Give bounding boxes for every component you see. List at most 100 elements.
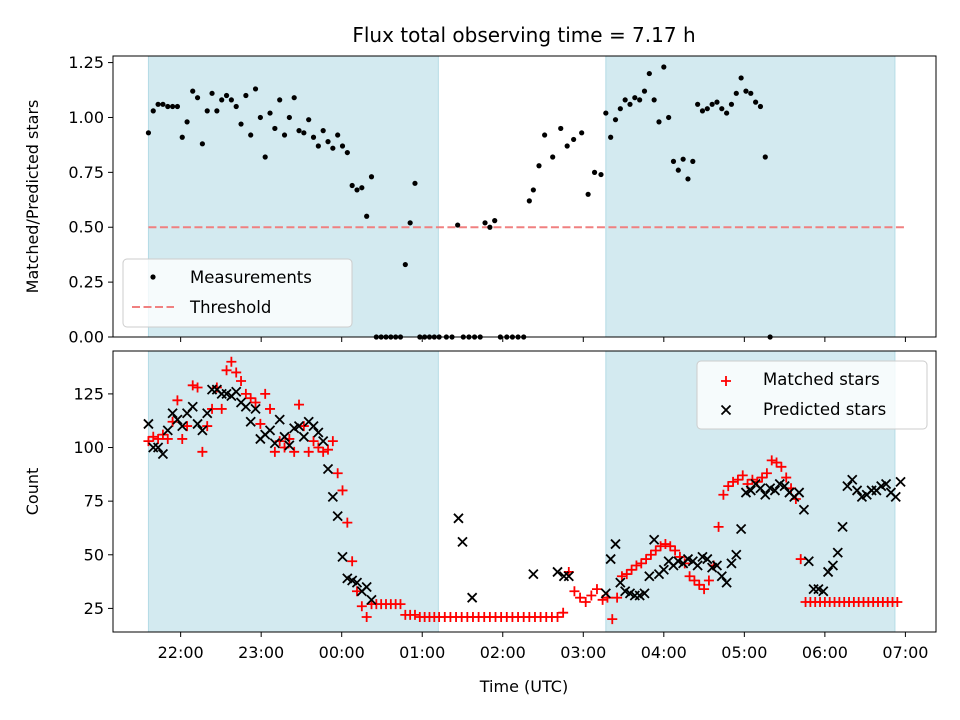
measurement-point: [719, 106, 725, 112]
measurement-point: [675, 167, 681, 173]
matched-star-point: [323, 444, 334, 455]
measurement-point: [368, 174, 375, 180]
x-tick-label: 04:00: [641, 643, 687, 662]
predicted-star-point: [702, 553, 713, 565]
measurement-point: [296, 128, 302, 134]
predicted-star-point: [552, 566, 563, 578]
measurement-point: [641, 88, 648, 94]
measurement-point: [762, 154, 768, 160]
predicted-star-point: [177, 420, 188, 432]
measurement-point: [174, 103, 181, 110]
measurement-point: [169, 103, 176, 110]
matched-star-point: [670, 545, 681, 556]
y-tick-label: 0.50: [68, 218, 104, 237]
measurement-point: [714, 99, 720, 105]
matched-star-point: [143, 436, 154, 447]
x-tick-label: 07:00: [882, 643, 928, 662]
measurement-point: [558, 125, 564, 132]
predicted-star-point: [755, 483, 766, 494]
predicted-star-point: [615, 577, 626, 588]
predicted-star-point: [880, 478, 892, 490]
y-tick-label: 0.75: [68, 163, 104, 182]
predicted-star-point: [162, 425, 173, 436]
measurement-point: [155, 101, 161, 107]
predicted-star-point: [716, 571, 727, 582]
predicted-star-point: [308, 420, 319, 432]
predicted-star-point: [250, 403, 261, 415]
matched-star-point: [776, 461, 787, 472]
measurement-point: [339, 143, 346, 149]
series-predicted-stars: [143, 384, 906, 605]
matched-star-point: [347, 556, 358, 567]
predicted-star-point: [245, 416, 256, 427]
matched-star-point: [636, 558, 647, 569]
measurement-point: [591, 169, 598, 175]
measurement-point: [320, 128, 326, 134]
measurement-point: [248, 132, 254, 138]
measurement-point: [753, 99, 759, 105]
predicted-star-point: [264, 425, 276, 436]
measurement-point: [184, 119, 190, 125]
measurement-point: [204, 108, 210, 114]
matched-star-point: [197, 446, 208, 457]
predicted-star-point: [769, 485, 781, 496]
measurement-point: [656, 119, 662, 125]
predicted-star-point: [895, 476, 906, 487]
predicted-star-point: [269, 438, 280, 449]
predicted-star-point: [231, 386, 242, 397]
predicted-star-point: [293, 420, 305, 432]
measurement-point: [695, 101, 701, 107]
matched-star-point: [255, 418, 266, 429]
predicted-star-point: [240, 401, 252, 412]
measurement-point: [364, 213, 370, 219]
measurement-point: [709, 101, 715, 107]
observing-window-2: [605, 55, 896, 338]
x-tick-label: 06:00: [802, 643, 848, 662]
count-panel: 25 50 75 100 125 Count 22:00 23:00 00:00 01:00 02:…: [23, 350, 937, 662]
measurement-point: [277, 97, 283, 103]
matched-star-point: [202, 421, 213, 432]
measurement-point: [301, 130, 307, 136]
y-tick-label: 50: [84, 545, 104, 564]
predicted-star-point: [760, 489, 771, 500]
predicted-star-point: [298, 431, 309, 442]
predicted-star-point: [644, 571, 655, 582]
measurement-point: [407, 220, 413, 226]
measurement-point: [412, 180, 418, 186]
measurement-point: [608, 134, 614, 140]
measurement-point: [325, 139, 331, 145]
predicted-star-point: [822, 566, 834, 578]
x-tick-label: 00:00: [319, 643, 365, 662]
measurement-point: [219, 97, 225, 103]
measurement-point: [335, 132, 341, 138]
measurement-point: [272, 125, 278, 132]
y-tick-label: 0.25: [68, 273, 104, 292]
x-tick-label: 23:00: [238, 643, 284, 662]
matched-star-point: [409, 609, 420, 620]
predicted-star-point: [798, 504, 810, 515]
matched-star-point: [207, 403, 218, 414]
series-measurements: [145, 64, 773, 340]
legend-dot-icon: [150, 274, 156, 280]
matched-star-point: [694, 579, 705, 590]
matched-star-point: [569, 586, 580, 597]
matched-star-point: [226, 356, 237, 367]
measurement-point: [627, 101, 633, 107]
measurement-point: [579, 130, 585, 136]
measurement-point: [598, 171, 604, 178]
y-tick-label: 1.00: [68, 108, 104, 127]
measurement-point: [267, 110, 273, 116]
matched-star-point: [689, 575, 700, 586]
measurement-point: [585, 191, 591, 197]
matched-star-point: [260, 388, 271, 399]
measurement-point: [194, 95, 201, 101]
legend-plus-icon: [721, 376, 731, 386]
measurement-point: [179, 134, 185, 140]
matched-star-point: [192, 382, 203, 393]
predicted-star-point: [143, 418, 154, 430]
measurement-point: [252, 86, 259, 92]
predicted-star-point: [779, 481, 790, 492]
x-tick-label: 02:00: [480, 643, 526, 662]
matched-star-point: [626, 564, 637, 575]
predicted-star-point: [453, 513, 464, 524]
